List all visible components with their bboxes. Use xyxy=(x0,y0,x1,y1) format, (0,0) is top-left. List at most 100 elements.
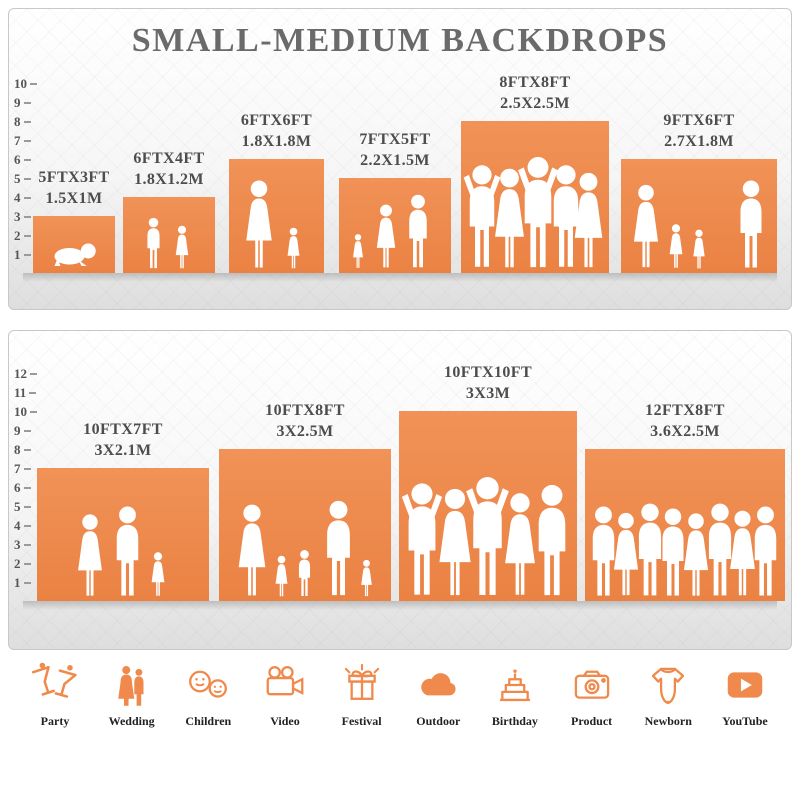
ruler-mark-6: 6 xyxy=(14,152,31,168)
use-case-party: Party xyxy=(22,662,88,729)
newborn-icon xyxy=(652,667,685,704)
size-chart-panel-small: 1 2 3 4 5 6 7 8 9 10 5FTX3FT 1.5X1M 6FTX4… xyxy=(8,8,792,310)
ruler-mark-9: 9 xyxy=(14,423,31,439)
child-silhouette xyxy=(287,227,300,269)
icon-label: YouTube xyxy=(722,714,768,728)
child-silhouette xyxy=(147,217,160,269)
backdrop-size-label: 6FTX6FT 1.8X1.8M xyxy=(240,112,313,151)
use-case-youtube: YouTube xyxy=(712,662,778,729)
icon-label: Wedding xyxy=(108,714,155,728)
woman-silhouette xyxy=(574,172,603,268)
ruler-mark-4: 4 xyxy=(14,190,31,206)
man-silhouette xyxy=(754,506,777,596)
size-chart-panel-large: 1 2 3 4 5 6 7 8 9 10 11 12 10FTX7FT 3X2.1… xyxy=(8,330,792,650)
ruler-mark-5: 5 xyxy=(14,171,31,187)
backdrop-size-label: 9FTX6FT 2.7X1.8M xyxy=(663,112,735,151)
backdrop-size-label: 10FTX8FT 3X2.5M xyxy=(265,402,345,441)
ruler-mark-1: 1 xyxy=(14,247,31,263)
man-silhouette xyxy=(327,500,350,596)
backdrop-block-9x6 xyxy=(621,159,777,273)
backdrop-block-12x8 xyxy=(585,449,785,601)
ruler-mark-3: 3 xyxy=(14,209,31,225)
child-silhouette xyxy=(275,555,288,597)
child-silhouette xyxy=(151,552,165,596)
backdrop-block-7x5 xyxy=(339,178,451,273)
child-silhouette xyxy=(361,559,372,597)
product-icon xyxy=(574,670,609,699)
woman-silhouette xyxy=(633,184,659,268)
man-silhouette xyxy=(538,484,566,596)
child-silhouette xyxy=(693,229,705,269)
video-icon xyxy=(266,666,304,696)
backdrop-block-10x7 xyxy=(37,468,209,601)
use-case-birthday: Birthday xyxy=(482,662,548,729)
child-silhouette xyxy=(353,234,363,268)
backdrop-size-label: 6FTX4FT 1.8X1.2M xyxy=(133,150,205,189)
ground-shadow xyxy=(23,273,777,282)
woman-silhouette xyxy=(78,514,102,596)
ruler-mark-3: 3 xyxy=(14,537,31,553)
ruler-mark-1: 1 xyxy=(14,575,31,591)
children-icon xyxy=(189,670,228,698)
ruler-mark-8: 8 xyxy=(14,442,31,458)
backdrop-block-8x8 xyxy=(461,121,609,273)
man-silhouette xyxy=(116,506,139,596)
backdrop-size-label: 10FTX7FT 3X2.1M xyxy=(83,421,163,460)
woman-silhouette xyxy=(376,204,396,268)
icon-label: Party xyxy=(40,714,70,728)
use-case-icons-row: Party Wedding xyxy=(0,662,800,729)
use-case-festival: Festival xyxy=(329,662,395,729)
icon-label: Video xyxy=(270,714,300,728)
ruler-mark-10: 10 xyxy=(14,76,37,92)
page-title: SMALL-MEDIUM BACKDROPS xyxy=(131,22,669,59)
backdrop-size-label: 5FTX3FT 1.5X1M xyxy=(38,169,110,208)
icon-label: Festival xyxy=(341,714,382,728)
outdoor-icon xyxy=(421,673,456,696)
use-case-newborn: Newborn xyxy=(635,662,701,729)
use-case-wedding: Wedding xyxy=(99,662,165,729)
backdrop-size-label: 12FTX8FT 3.6X2.5M xyxy=(645,402,725,441)
backdrop-size-label: 10FTX10FT 3X3M xyxy=(443,364,533,403)
child-silhouette xyxy=(175,225,189,269)
ruler-mark-4: 4 xyxy=(14,518,31,534)
ground-shadow xyxy=(23,601,777,610)
backdrop-size-label: 8FTX8FT 2.5X2.5M xyxy=(499,74,571,113)
backdrop-block-6x4 xyxy=(123,197,215,273)
icon-label: Children xyxy=(185,714,232,728)
ruler-mark-7: 7 xyxy=(14,461,31,477)
ruler-mark-2: 2 xyxy=(14,228,31,244)
man-silhouette xyxy=(740,180,762,268)
backdrop-block-5x3 xyxy=(33,216,115,273)
icon-label: Birthday xyxy=(491,714,538,728)
icon-label: Product xyxy=(571,714,613,728)
ruler-mark-12: 12 xyxy=(14,366,37,382)
ruler-mark-8: 8 xyxy=(14,114,31,130)
ruler-mark-10: 10 xyxy=(14,404,37,420)
use-case-video: Video xyxy=(252,662,318,729)
icon-label: Outdoor xyxy=(416,714,461,728)
child-silhouette xyxy=(669,224,683,268)
festival-icon xyxy=(344,663,379,700)
woman-silhouette xyxy=(246,180,272,268)
youtube-icon xyxy=(727,672,763,698)
icon-label: Newborn xyxy=(644,714,692,728)
ruler-mark-9: 9 xyxy=(14,95,31,111)
use-case-children: Children xyxy=(175,662,241,729)
party-icon xyxy=(32,662,77,698)
man-silhouette xyxy=(409,194,427,268)
backdrop-size-label: 7FTX5FT 2.2X1.5M xyxy=(359,131,431,170)
ruler-mark-11: 11 xyxy=(14,385,37,401)
backdrop-block-10x10 xyxy=(399,411,577,601)
woman-silhouette xyxy=(238,504,266,596)
wedding-icon xyxy=(117,666,144,706)
baby-silhouette xyxy=(54,243,96,266)
backdrop-block-10x8 xyxy=(219,449,391,601)
birthday-icon xyxy=(499,669,530,702)
backdrop-block-6x6 xyxy=(229,159,324,273)
ruler-mark-2: 2 xyxy=(14,556,31,572)
ruler-mark-5: 5 xyxy=(14,499,31,515)
ruler-mark-7: 7 xyxy=(14,133,31,149)
use-case-product: Product xyxy=(559,662,625,729)
use-case-outdoor: Outdoor xyxy=(405,662,471,729)
